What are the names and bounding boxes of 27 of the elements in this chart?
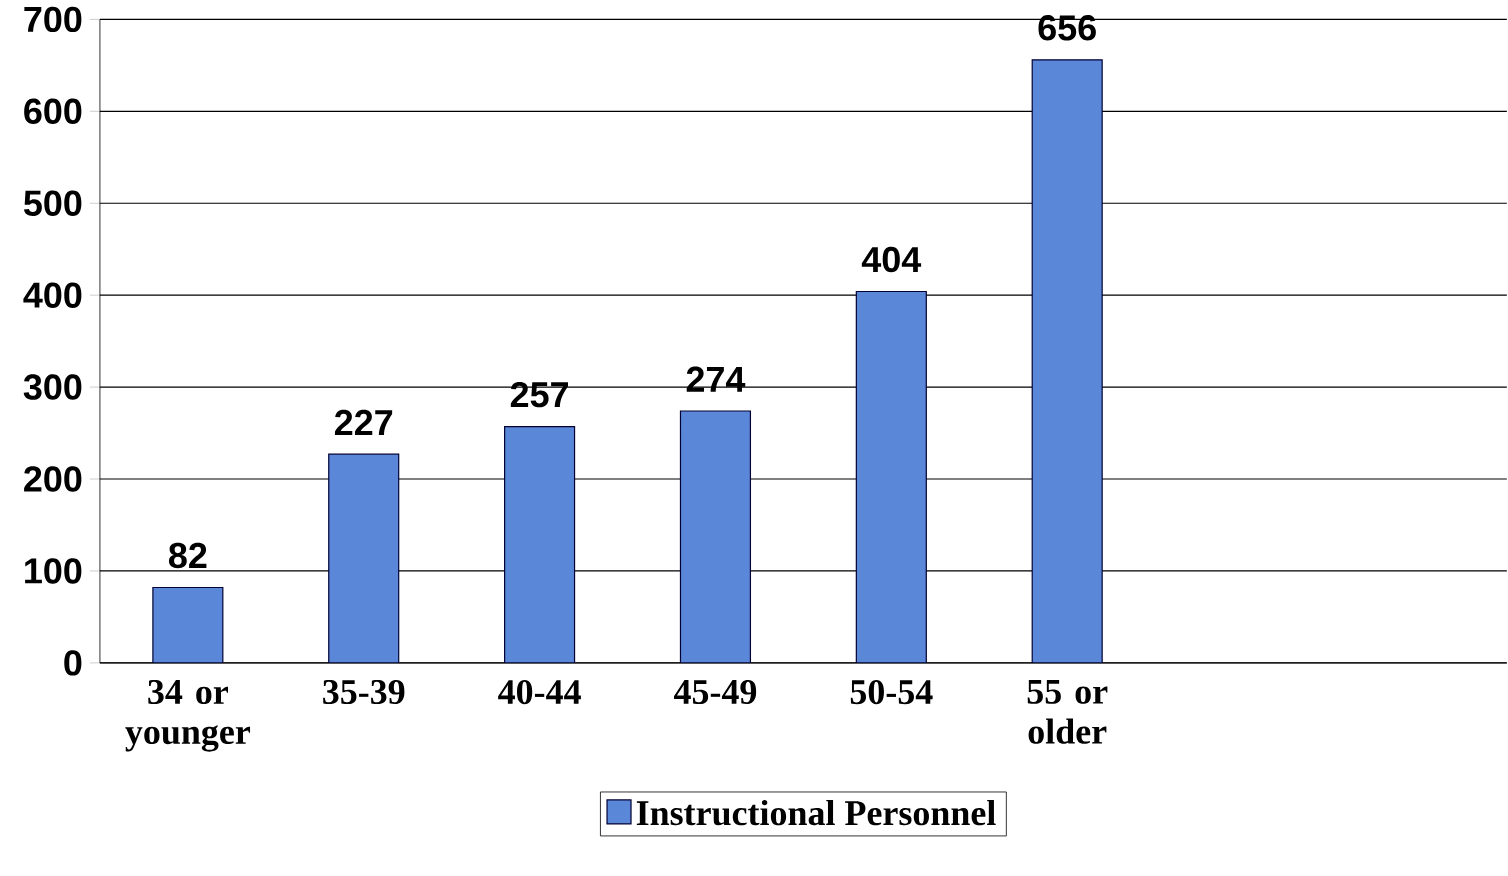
y-tick-label: 300 (23, 374, 82, 400)
x-tick-label: 50-54 (850, 680, 933, 705)
x-tick-label: 55 or older (1027, 680, 1108, 744)
x-tick-label: 40-44 (498, 680, 581, 705)
data-label: 227 (334, 409, 393, 436)
legend-label: Instructional Personnel (636, 800, 996, 826)
y-tick-label: 200 (24, 466, 82, 492)
x-tick-label: 45-49 (673, 680, 757, 705)
y-tick-label: 600 (24, 98, 82, 125)
bar (328, 453, 400, 664)
bar (504, 426, 576, 664)
bar (1031, 59, 1103, 664)
bar (855, 291, 927, 664)
x-tick-label: 34 or younger (125, 680, 251, 752)
y-tick-label: 400 (23, 282, 82, 309)
data-label: 82 (168, 542, 207, 569)
bar (152, 587, 224, 664)
y-tick-label: 100 (25, 558, 82, 584)
data-label: 274 (686, 366, 746, 392)
bar (679, 410, 752, 664)
data-label: 656 (1038, 15, 1096, 41)
x-tick-label: 35-39 (323, 680, 405, 705)
data-label: 257 (510, 382, 569, 408)
y-tick-label: 700 (24, 6, 82, 33)
y-tick-label: 0 (64, 650, 82, 676)
data-label: 404 (861, 246, 922, 273)
y-tick-label: 500 (23, 190, 82, 217)
